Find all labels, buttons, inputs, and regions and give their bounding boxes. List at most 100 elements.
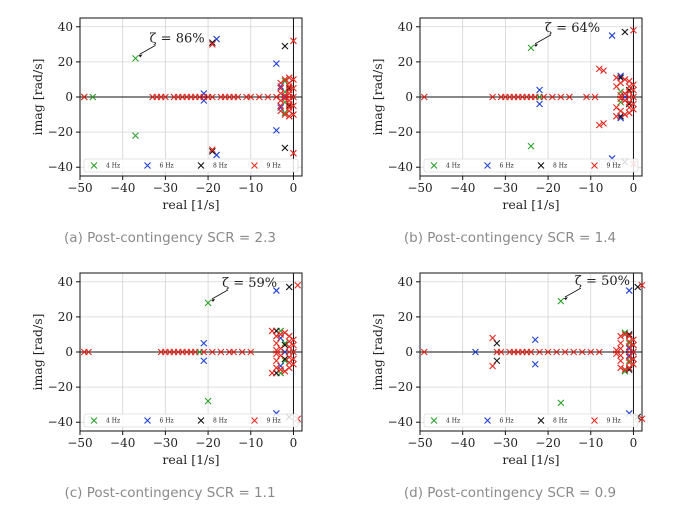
annotation-arrowhead — [211, 298, 216, 302]
annotation-arrow — [564, 287, 582, 298]
pole-marker-9hz — [208, 93, 216, 101]
pole-marker-4hz — [204, 299, 212, 307]
legend-marker — [90, 162, 98, 169]
pole-marker-9hz — [247, 348, 255, 356]
pole-marker-9hz — [290, 360, 297, 368]
pole-marker-9hz — [630, 336, 637, 344]
pole-marker-9hz — [277, 107, 285, 115]
panel-caption: (b) Post-contingency SCR = 1.4 — [403, 230, 617, 246]
y-tick-label: 20 — [398, 55, 413, 69]
legend-box — [423, 158, 639, 173]
y-tick-label: −20 — [48, 125, 73, 139]
x-tick-label: −50 — [67, 436, 92, 450]
pole-marker-9hz — [290, 93, 297, 101]
legend-label: 4 Hz — [106, 163, 120, 170]
pole-marker-9hz — [625, 88, 633, 96]
pole-marker-9hz — [191, 348, 199, 356]
pole-marker-9hz — [630, 86, 637, 94]
pole-marker-6hz — [272, 126, 280, 134]
legend-label: 9 Hz — [607, 418, 621, 425]
pole-marker-9hz — [630, 341, 637, 349]
pole-marker-4hz — [527, 142, 535, 150]
pole-marker-9hz — [595, 121, 603, 129]
pole-marker-9hz — [621, 111, 629, 118]
pole-marker-9hz — [277, 352, 285, 359]
pole-marker-9hz — [630, 100, 637, 108]
x-tick-label: −10 — [578, 436, 603, 450]
x-tick-label: −40 — [110, 436, 135, 450]
pole-marker-9hz — [161, 93, 169, 101]
pole-marker-4hz — [132, 54, 139, 62]
legend-label: 4 Hz — [106, 418, 120, 425]
legend-label: 4 Hz — [446, 418, 460, 425]
pole-marker-9hz — [630, 105, 637, 113]
x-axis-label: real [1/s] — [162, 452, 219, 467]
pole-marker-6hz — [536, 100, 543, 108]
pole-marker-6hz — [531, 336, 539, 344]
y-axis-label: imag [rad/s] — [370, 58, 385, 135]
legend-label: 8 Hz — [213, 163, 227, 170]
legend-label: 8 Hz — [553, 163, 567, 170]
legend-box — [423, 413, 639, 428]
pole-marker-9hz — [268, 327, 276, 335]
pole-marker-9hz — [553, 348, 561, 356]
pole-marker-4hz — [132, 132, 139, 140]
pole-marker-9hz — [617, 345, 625, 352]
pole-marker-9hz — [285, 74, 293, 82]
y-tick-label: 40 — [58, 275, 73, 289]
pole-marker-9hz — [617, 364, 625, 372]
pole-marker-9hz — [290, 341, 297, 349]
y-tick-label: 20 — [58, 55, 73, 69]
pole-marker-9hz — [208, 348, 216, 356]
annotation-arrowhead — [138, 54, 143, 58]
pole-marker-9hz — [489, 93, 496, 101]
pole-marker-6hz — [472, 348, 479, 356]
pole-marker-9hz — [536, 348, 543, 356]
pole-marker-9hz — [561, 348, 569, 356]
panel-caption: (d) Post-contingency SCR = 0.9 — [403, 485, 617, 501]
pole-marker-9hz — [272, 364, 280, 372]
pole-marker-6hz — [536, 86, 543, 94]
y-tick-label: 20 — [398, 310, 413, 324]
pole-marker-6hz — [272, 287, 280, 294]
pole-marker-9hz — [617, 357, 625, 365]
y-axis-label: imag [rad/s] — [30, 313, 45, 390]
x-axis-label: real [1/s] — [502, 452, 559, 467]
pole-marker-9hz — [612, 112, 620, 120]
pole-marker-9hz — [272, 339, 280, 347]
x-tick-label: −20 — [535, 436, 560, 450]
y-tick-label: 40 — [398, 20, 413, 34]
pole-marker-9hz — [290, 76, 297, 83]
pole-marker-9hz — [540, 93, 548, 101]
legend-marker — [537, 417, 545, 424]
y-tick-label: −40 — [388, 160, 413, 174]
pole-marker-9hz — [268, 369, 276, 377]
pole-marker-9hz — [621, 366, 629, 373]
legend-label: 6 Hz — [500, 163, 514, 170]
legend-label: 4 Hz — [446, 163, 460, 170]
panel-caption: (a) Post-contingency SCR = 2.3 — [64, 230, 276, 246]
pole-marker-9hz — [420, 348, 428, 356]
pole-marker-9hz — [600, 67, 607, 75]
pole-marker-9hz — [617, 352, 625, 359]
pole-marker-8hz — [285, 283, 293, 291]
pole-marker-9hz — [290, 84, 297, 92]
y-tick-label: −40 — [48, 415, 73, 429]
pole-marker-9hz — [281, 95, 289, 103]
pole-marker-9hz — [234, 93, 242, 101]
legend-marker — [90, 417, 98, 424]
legend: 4 Hz 6 Hz 8 Hz 9 Hz — [83, 158, 299, 173]
y-tick-label: −20 — [388, 125, 413, 139]
legend-marker — [591, 417, 598, 424]
x-tick-label: −30 — [493, 181, 518, 195]
pole-marker-9hz — [527, 348, 535, 356]
pole-marker-9hz — [531, 93, 539, 101]
pole-marker-9hz — [255, 93, 263, 101]
y-tick-label: −40 — [48, 160, 73, 174]
x-tick-label: −50 — [407, 436, 432, 450]
pole-marker-9hz — [277, 366, 285, 373]
damping-annotation: ζ = 64% — [545, 21, 600, 36]
pole-marker-9hz — [544, 348, 552, 356]
y-tick-label: 40 — [398, 275, 413, 289]
